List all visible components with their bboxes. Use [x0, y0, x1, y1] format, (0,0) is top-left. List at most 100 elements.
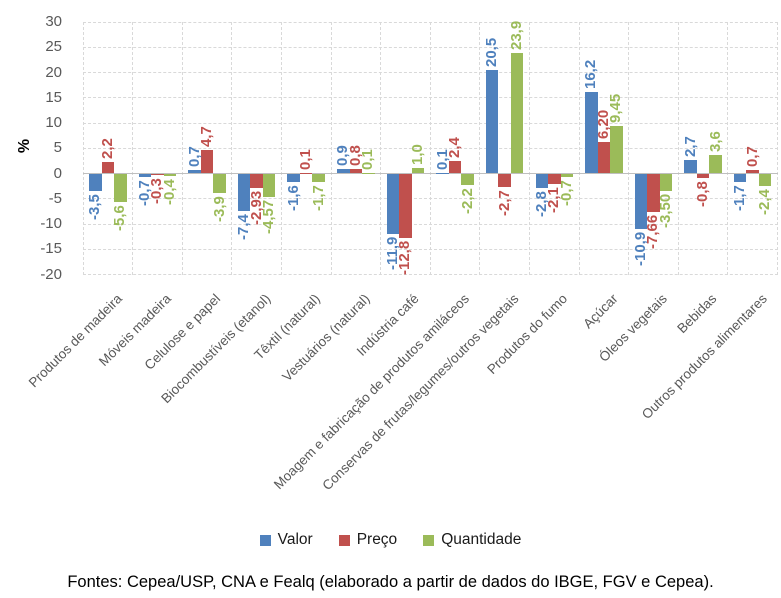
bar-preco	[746, 169, 759, 174]
bar-label-quantidade: 0,1	[359, 149, 377, 170]
legend-swatch-quantidade	[423, 534, 435, 546]
bar-label-quantidade: -1,7	[309, 185, 327, 212]
bar-valor	[634, 173, 648, 229]
bar-label-preco: 2,4	[446, 137, 464, 159]
bar-label-quantidade: -5,6	[111, 204, 129, 231]
y-axis-title: %	[16, 138, 33, 154]
bar-label-valor: -3,5	[86, 194, 104, 221]
category-label: Açúcar	[580, 290, 621, 331]
y-tick-label: -15	[40, 240, 62, 258]
bar-quantidade	[560, 173, 574, 178]
v-gridline	[132, 22, 134, 275]
v-gridline	[429, 22, 431, 275]
bar-label-quantidade: -0,4	[160, 178, 178, 205]
bar-quantidade	[312, 173, 325, 183]
x-axis-line	[83, 173, 778, 174]
bar-preco	[101, 162, 115, 174]
bar-label-valor: -1,6	[284, 184, 302, 211]
bar-valor	[436, 172, 449, 174]
y-tick-label: -20	[40, 265, 62, 283]
bar-label-valor: 20,5	[483, 37, 501, 67]
bar-label-valor: 0,7	[185, 146, 203, 167]
v-gridline	[479, 22, 481, 275]
y-tick-label: 30	[45, 13, 62, 30]
h-gridline	[83, 274, 778, 275]
bar-label-quantidade: -3,50	[656, 193, 674, 229]
bar-preco	[498, 173, 511, 188]
v-gridline	[628, 22, 630, 275]
bar-quantidade	[262, 173, 276, 197]
y-tick-label: 0	[53, 164, 62, 182]
bar-label-valor: 16,2	[582, 59, 600, 89]
bar-preco	[696, 173, 710, 178]
bar-label-quantidade: -4,57	[260, 199, 278, 234]
bar-preco	[399, 173, 412, 239]
bar-preco	[299, 172, 313, 174]
legend-label-valor: Valor	[277, 531, 313, 548]
legend-item-preco: Preço	[338, 531, 398, 549]
bar-quantidade	[114, 173, 127, 202]
bar-preco	[349, 169, 363, 174]
v-gridline	[578, 22, 580, 275]
bar-preco	[151, 173, 164, 175]
bar-quantidade	[709, 155, 722, 174]
bar-label-quantidade: 9,45	[607, 93, 625, 123]
bar-preco	[200, 149, 214, 174]
bar-valor	[287, 173, 300, 182]
bar-valor	[585, 91, 598, 174]
v-gridline	[677, 22, 679, 275]
source-caption: Fontes: Cepea/USP, CNA e Fealq (elaborad…	[67, 573, 714, 591]
bar-quantidade	[411, 168, 425, 174]
category-label: Produtos de madeira	[25, 290, 125, 390]
bar-quantidade	[461, 173, 474, 185]
bar-label-preco: -2,7	[495, 190, 513, 217]
bar-quantidade	[362, 172, 375, 174]
legend-swatch-valor	[259, 534, 271, 546]
legend-item-quantidade: Quantidade	[423, 531, 521, 549]
bar-quantidade	[659, 173, 673, 192]
bar-valor	[337, 168, 350, 174]
v-gridline	[82, 22, 84, 275]
legend-label-quantidade: Quantidade	[441, 531, 522, 548]
v-gridline	[380, 22, 382, 275]
v-gridline	[231, 22, 233, 275]
bar-quantidade	[163, 173, 177, 176]
category-label: Vestuários (natural)	[279, 290, 373, 384]
bar-preco	[548, 173, 561, 185]
legend-item-valor: Valor	[259, 531, 313, 549]
bar-valor	[89, 173, 102, 192]
bar-preco	[597, 142, 611, 174]
category-label: Bebidas	[674, 290, 720, 336]
v-gridline	[777, 22, 778, 275]
bar-quantidade	[610, 125, 623, 174]
bar-label-preco: -12,8	[396, 240, 414, 276]
bar-label-preco: 2,2	[98, 138, 116, 160]
bar-label-quantidade: 1,0	[408, 144, 426, 166]
bar-valor	[138, 173, 152, 178]
legend-label-preco: Preço	[356, 531, 398, 548]
v-gridline	[528, 22, 530, 275]
bar-label-quantidade: 23,9	[508, 20, 526, 50]
v-gridline	[181, 22, 183, 275]
bar-valor	[684, 159, 697, 174]
bar-label-quantidade: -3,9	[210, 196, 228, 223]
bar-label-preco: -0,8	[694, 180, 712, 207]
y-tick-label: -10	[40, 215, 62, 232]
bar-valor	[733, 173, 747, 183]
bar-valor	[535, 173, 549, 188]
bar-quantidade	[758, 173, 772, 186]
y-tick-label: 25	[45, 38, 62, 56]
bar-preco	[647, 173, 660, 213]
legend-swatch-preco	[338, 534, 350, 546]
y-tick-label: 5	[53, 139, 62, 157]
bar-valor	[485, 69, 499, 174]
bar-valor	[188, 169, 201, 174]
bar-label-preco: 0,1	[297, 149, 315, 170]
bar-label-quantidade: -2,2	[458, 187, 476, 214]
bar-quantidade	[510, 52, 524, 174]
bar-label-valor: 2,7	[681, 136, 699, 157]
